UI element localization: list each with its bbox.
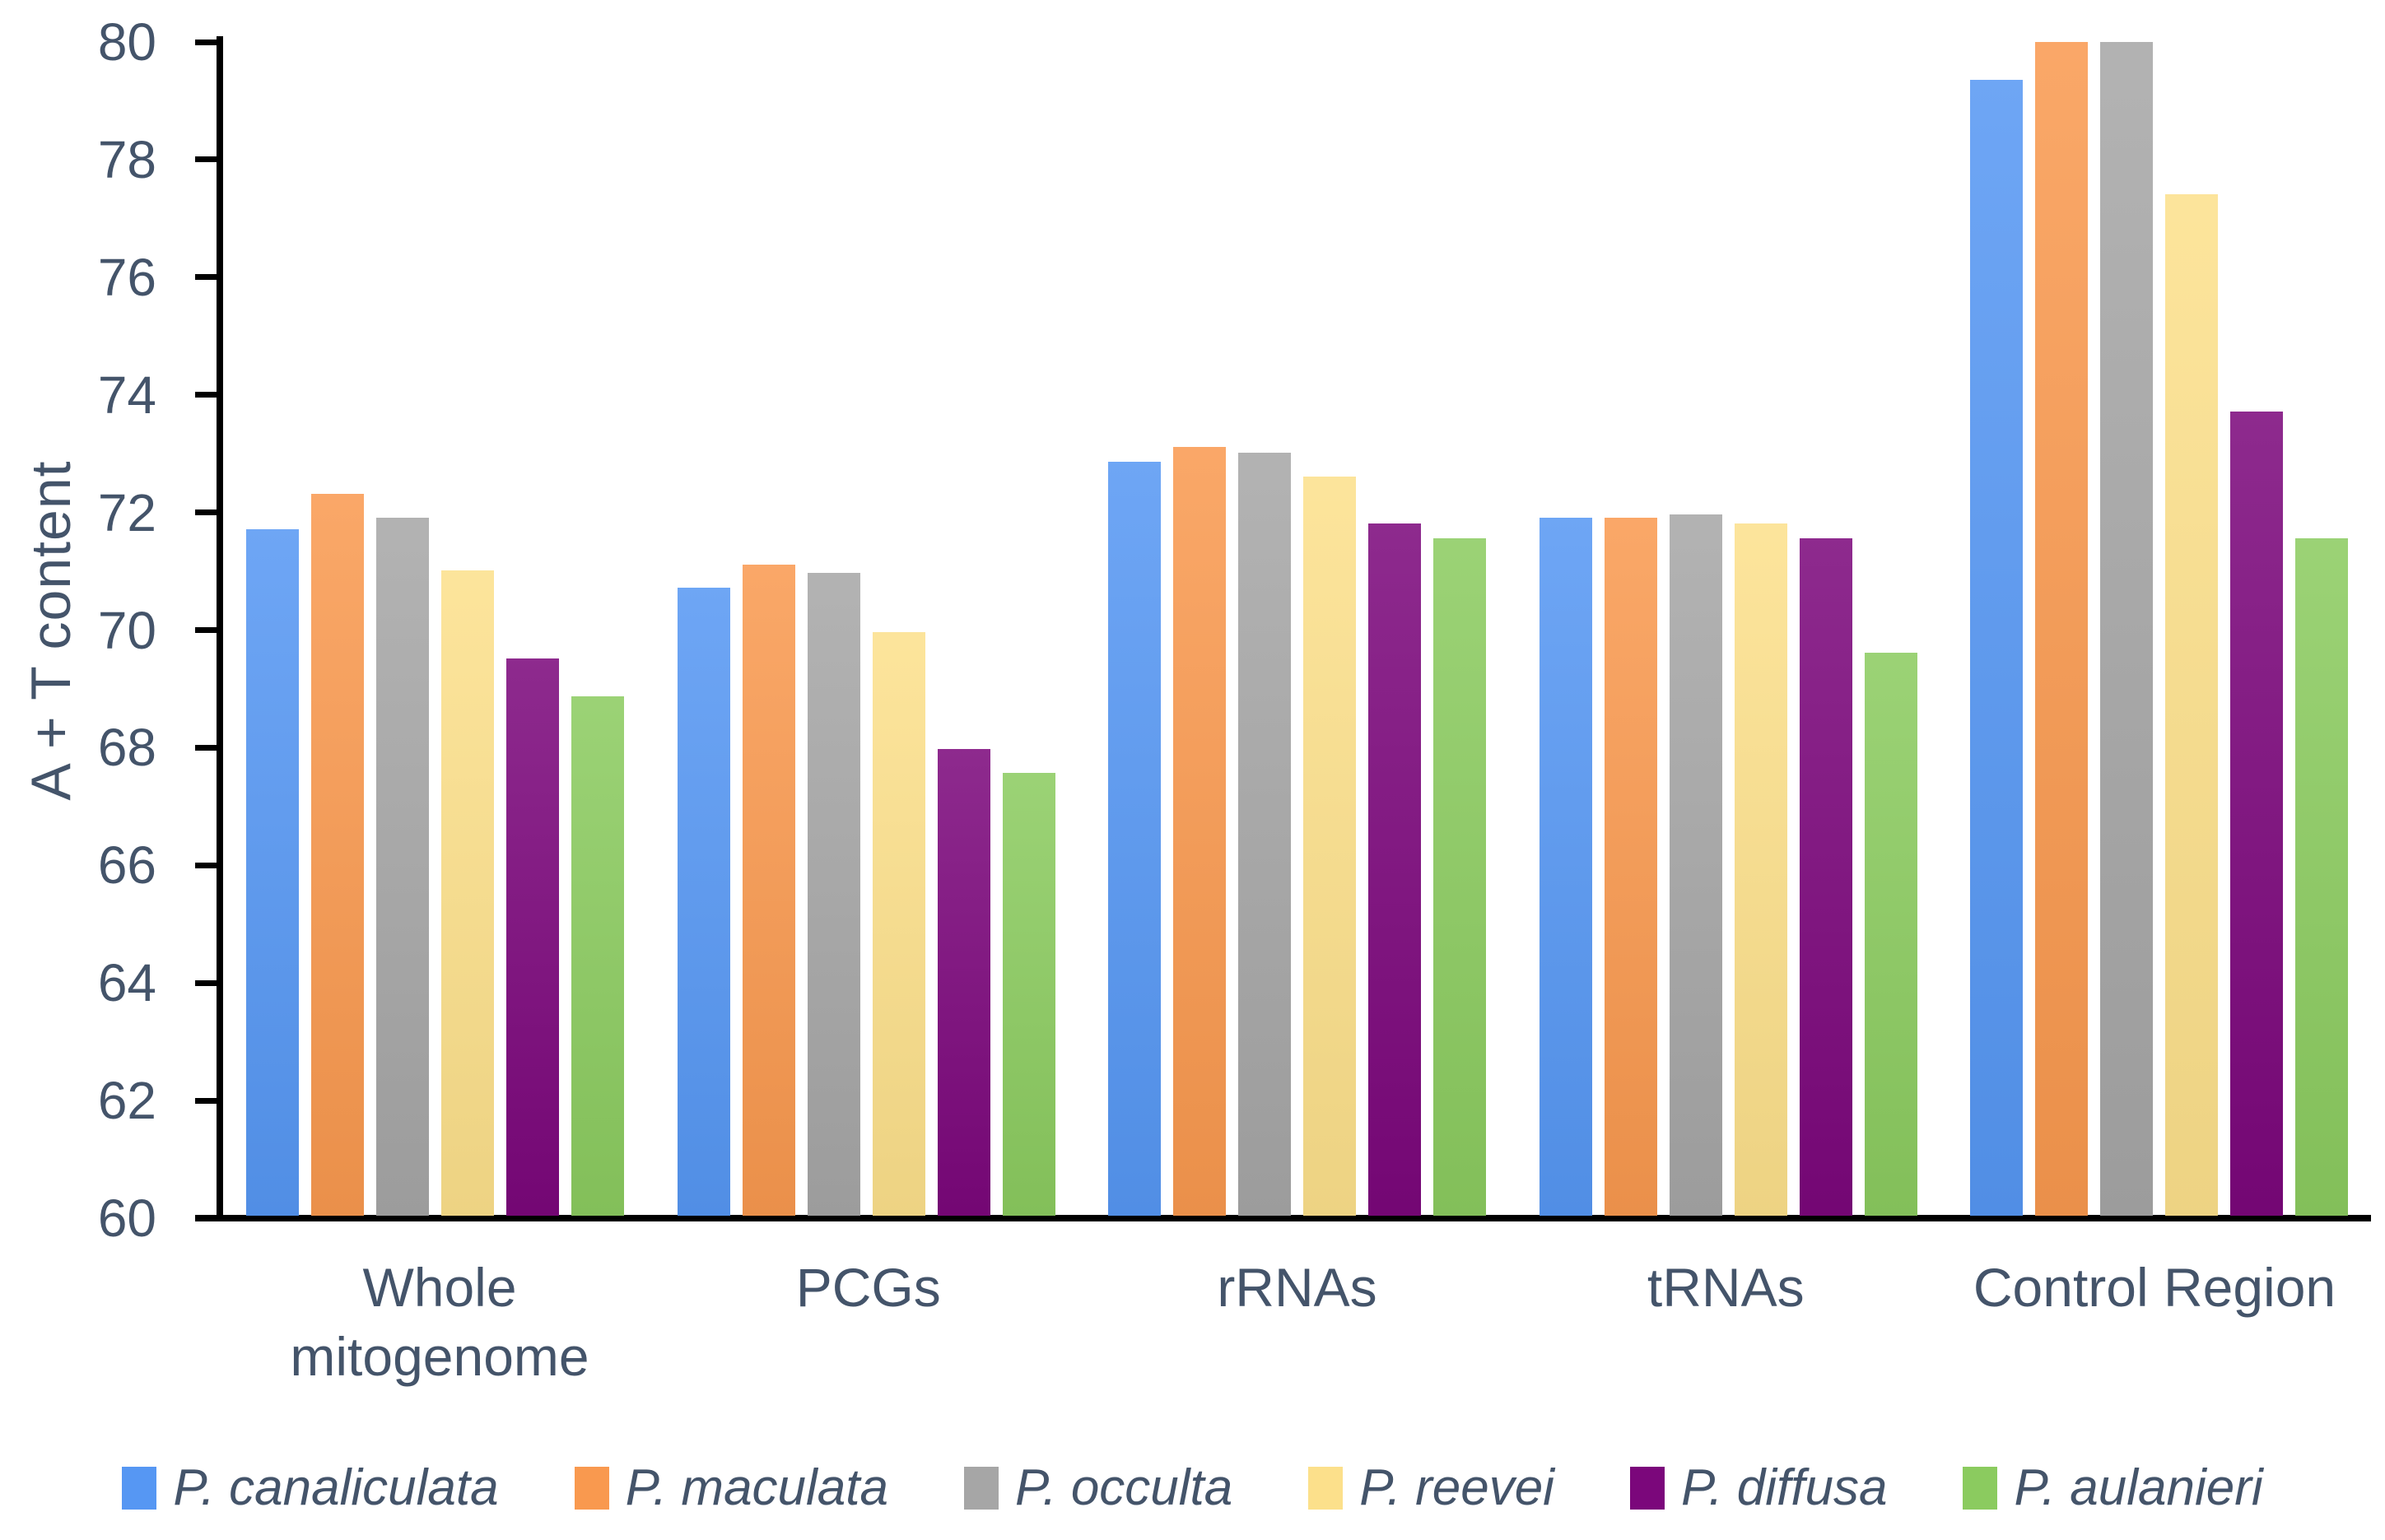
legend-swatch-icon [1629, 1466, 1665, 1510]
legend-item: P. maculata [574, 1459, 888, 1517]
y-tick-mark [195, 39, 217, 45]
legend-swatch-icon [964, 1466, 999, 1510]
bar [246, 528, 299, 1216]
y-tick-mark [195, 627, 217, 633]
bar [1173, 446, 1226, 1216]
bar [2035, 42, 2088, 1216]
legend-label: P. maculata [625, 1459, 888, 1516]
legend-swatch-icon [122, 1466, 157, 1510]
x-axis-category-label: Control Region [1973, 1257, 2336, 1318]
bar-group [246, 494, 624, 1216]
bar [571, 696, 624, 1216]
y-tick-label: 64 [97, 953, 156, 1013]
legend-label: P. occulta [1015, 1459, 1233, 1516]
y-tick-mark [195, 392, 217, 398]
y-tick-mark [195, 1097, 217, 1104]
bar-group [1108, 446, 1486, 1216]
bar [742, 564, 795, 1216]
legend-label: P. canaliculata [173, 1459, 499, 1516]
bar [1864, 652, 1917, 1216]
bar [1368, 523, 1421, 1216]
y-tick-label: 60 [97, 1189, 156, 1248]
bar [2230, 412, 2283, 1216]
y-tick-label: 66 [97, 835, 156, 896]
legend-label: P. reevei [1359, 1459, 1554, 1516]
y-tick-label: 62 [97, 1071, 156, 1131]
y-tick-mark [195, 509, 217, 516]
x-axis-category-label: tRNAs [1647, 1257, 1805, 1318]
y-tick-label: 68 [97, 718, 156, 778]
x-axis-category-label: rRNAs [1217, 1257, 1377, 1318]
bar [1433, 537, 1486, 1216]
bar-group [1970, 42, 2348, 1216]
y-tick-mark [195, 156, 217, 163]
bar [2100, 42, 2153, 1216]
legend: P. canaliculata P. maculata P. occulta P. r… [0, 1459, 2385, 1517]
x-axis-line [195, 1215, 2371, 1221]
x-axis-category-labels: Whole mitogenome PCGs rRNAs tRNAs Control Re… [223, 1253, 2371, 1392]
bar [1108, 461, 1161, 1216]
bar [807, 573, 860, 1216]
legend-label: P. diffusa [1680, 1459, 1888, 1516]
bar [1002, 772, 1055, 1216]
bar [1734, 523, 1787, 1216]
bar [872, 631, 925, 1216]
x-axis-category-label: Whole mitogenome [290, 1257, 589, 1388]
bar [1669, 514, 1722, 1216]
legend-swatch-icon [1963, 1466, 1998, 1510]
y-tick-mark [195, 744, 217, 751]
bar [1799, 537, 1852, 1216]
y-tick-label: 72 [97, 482, 156, 542]
bar-group [1539, 514, 1917, 1216]
x-axis-category-label: PCGs [795, 1257, 941, 1318]
bar [937, 749, 990, 1216]
y-tick-mark [195, 979, 217, 986]
y-tick-label: 74 [97, 365, 156, 425]
plot-area [223, 42, 2371, 1216]
y-tick-mark [195, 274, 217, 281]
legend-item: P. reevei [1308, 1459, 1554, 1517]
legend-label: P. aulanieri [2014, 1459, 2263, 1516]
legend-item: P. diffusa [1629, 1459, 1888, 1517]
legend-swatch-icon [574, 1466, 609, 1510]
bar [2295, 537, 2348, 1216]
y-tick-label: 70 [97, 600, 156, 660]
y-tick-label: 78 [97, 129, 156, 189]
bar [1539, 517, 1592, 1216]
bar [1970, 80, 2023, 1216]
y-tick-label: 76 [97, 247, 156, 307]
y-axis-line [217, 36, 223, 1221]
bar [1303, 476, 1356, 1216]
legend-item: P. canaliculata [122, 1459, 499, 1517]
bar-group [677, 564, 1055, 1216]
bar [441, 570, 494, 1216]
y-tick-mark [195, 862, 217, 868]
bar [677, 588, 730, 1216]
bar [1238, 453, 1291, 1216]
legend-item: P. aulanieri [1963, 1459, 2263, 1517]
legend-item: P. occulta [964, 1459, 1232, 1517]
bar [506, 658, 559, 1216]
bar [1604, 517, 1657, 1216]
bar [2165, 194, 2218, 1216]
bar [311, 494, 364, 1216]
bar [376, 517, 429, 1216]
y-tick-label: 80 [97, 12, 156, 72]
legend-swatch-icon [1308, 1466, 1344, 1510]
